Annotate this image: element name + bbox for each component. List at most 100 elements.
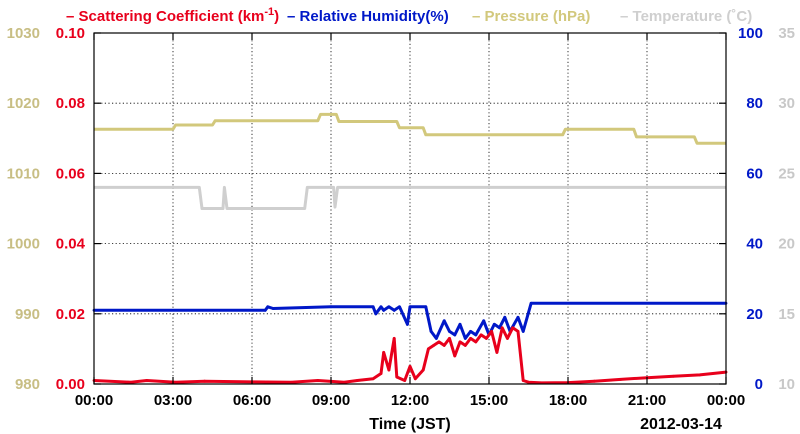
series-layer — [92, 112, 728, 385]
legend-text: Relative Humidity(%) — [300, 8, 449, 25]
relative-humidity-point — [498, 326, 501, 330]
temperature-tick-label: 35 — [778, 25, 795, 42]
grid — [94, 33, 726, 384]
scattering-coefficient-point — [516, 329, 520, 333]
scattering-tick-label: 0.10 — [56, 25, 85, 42]
relative-humidity-point — [453, 333, 457, 337]
relative-humidity-point — [529, 301, 533, 305]
legend-dash: – — [287, 8, 300, 25]
temperature-line — [94, 185, 726, 210]
scattering-coefficient-point — [421, 368, 425, 372]
legend-dash: – — [472, 8, 485, 25]
relative-humidity-point — [371, 305, 375, 309]
relative-humidity-point — [469, 329, 472, 333]
scattering-coefficient-point — [427, 347, 430, 351]
humidity-tick-label: 0 — [755, 376, 763, 393]
relative-humidity-point — [374, 312, 378, 316]
relative-humidity-point — [329, 305, 333, 309]
temperature-tick-label: 30 — [778, 95, 795, 112]
relative-humidity-point — [424, 305, 428, 309]
relative-humidity-point — [392, 308, 396, 312]
scattering-coefficient-point — [484, 336, 488, 340]
scattering-coefficient-point — [413, 377, 417, 381]
scattering-coefficient-point — [432, 343, 436, 347]
relative-humidity-point — [387, 305, 391, 309]
scattering-coefficient-point — [511, 326, 515, 330]
legend-dash: – — [66, 8, 79, 25]
legend-text: Pressure (hPa) — [485, 8, 591, 25]
scattering-coefficient-point — [387, 368, 391, 372]
scattering-coefficient-point — [506, 336, 509, 340]
scattering-coefficient-point — [469, 336, 472, 340]
x-tick-label: 21:00 — [628, 392, 666, 409]
scattering-coefficient-point — [521, 379, 525, 382]
scattering-coefficient-point — [442, 343, 446, 347]
relative-humidity-point — [448, 329, 451, 333]
legend-superscript: -1 — [264, 6, 274, 18]
relative-humidity-point — [503, 315, 507, 319]
scattering-coefficient-point — [371, 377, 375, 381]
pressure-tick-label: 1000 — [7, 236, 40, 253]
pressure-tick-label: 990 — [15, 306, 40, 323]
relative-humidity-point — [379, 305, 383, 309]
pressure-line — [94, 112, 726, 145]
plot-frame — [93, 32, 727, 385]
legend: – Scattering Coefficient (km-1) – Relativ… — [66, 6, 752, 25]
scattering-coefficient-point — [495, 351, 499, 354]
legend-text: Temperature (˚C) — [633, 8, 753, 25]
legend-entry: – Relative Humidity(%) — [287, 8, 449, 25]
scattering-tick-label: 0.02 — [56, 306, 85, 323]
legend-dash: – — [620, 8, 633, 25]
scattering-tick-label: 0.06 — [56, 165, 85, 182]
x-tick-label: 06:00 — [233, 392, 271, 409]
temperature-tick-label: 20 — [778, 236, 795, 253]
relative-humidity-point — [408, 305, 412, 309]
scattering-coefficient-point — [379, 372, 383, 375]
scattering-coefficient-point — [395, 375, 399, 379]
scattering-coefficient-point — [382, 351, 386, 354]
x-tick-label: 00:00 — [75, 392, 113, 409]
scattering-coefficient-point — [479, 333, 483, 337]
scattering-coefficient-point — [474, 340, 478, 344]
scattering-tick-label: 0.08 — [56, 95, 85, 112]
scattering-coefficient-line — [93, 326, 727, 385]
scattering-coefficient-point — [527, 380, 530, 384]
scattering-tick-label: 0.04 — [56, 236, 86, 253]
legend-text: Scattering Coefficient (km — [79, 8, 265, 25]
scattering-coefficient-point — [453, 354, 457, 358]
scattering-coefficient-point — [129, 380, 133, 384]
legend-entry: – Pressure (hPa) — [472, 8, 590, 25]
scattering-coefficient-point — [437, 340, 441, 344]
relative-humidity-point — [398, 305, 401, 309]
x-tick-label: 18:00 — [549, 392, 587, 409]
x-tick-label: 15:00 — [470, 392, 508, 409]
scattering-coefficient-point — [619, 378, 623, 381]
scattering-coefficient-point — [342, 380, 346, 384]
temperature-tick-label: 10 — [778, 376, 795, 393]
pressure-tick-label: 1020 — [7, 95, 40, 112]
relative-humidity-point — [263, 308, 267, 312]
scattering-coefficient-point — [403, 379, 407, 382]
x-tick-label: 12:00 — [391, 392, 429, 409]
x-tick-label: 03:00 — [154, 392, 192, 409]
scattering-coefficient-point — [203, 379, 207, 383]
relative-humidity-point — [429, 329, 433, 333]
pressure-tick-label: 980 — [15, 376, 40, 393]
scattering-coefficient-point — [698, 373, 702, 377]
scattering-coefficient-point — [458, 340, 462, 344]
scattering-coefficient-point — [290, 380, 293, 384]
scattering-coefficient-point — [355, 379, 359, 382]
relative-humidity-point — [492, 322, 496, 326]
relative-humidity-point — [482, 319, 486, 323]
relative-humidity-point — [271, 307, 275, 310]
scattering-coefficient-point — [490, 329, 494, 333]
legend-entry: – Temperature (˚C) — [620, 8, 752, 25]
scattering-coefficient-point — [671, 374, 675, 378]
scattering-coefficient-point — [448, 336, 451, 340]
relative-humidity-line — [94, 301, 726, 340]
relative-humidity-point — [463, 336, 467, 340]
humidity-tick-label: 100 — [738, 25, 763, 42]
relative-humidity-point — [474, 333, 478, 337]
pressure-tick-label: 1010 — [7, 165, 40, 182]
